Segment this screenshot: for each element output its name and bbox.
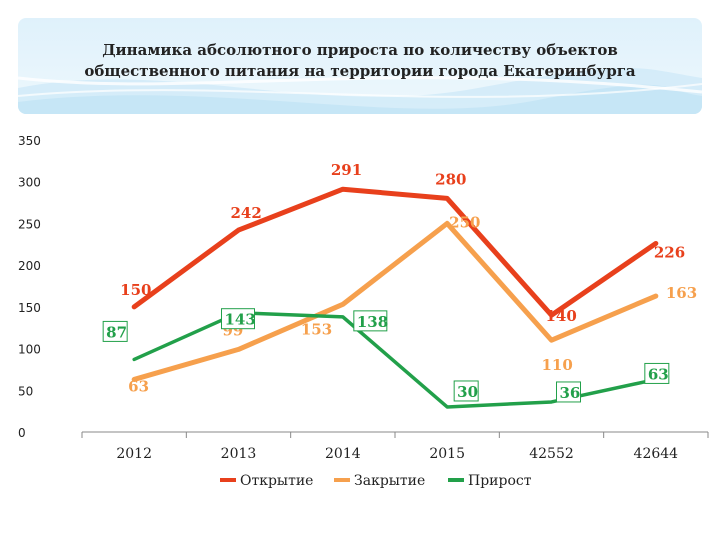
data-label: 110 <box>542 356 573 374</box>
data-label-box <box>221 308 255 330</box>
legend-label: Прирост <box>468 473 532 489</box>
data-label: 280 <box>435 170 466 188</box>
legend: Открытие Закрытие Прирост <box>220 473 532 489</box>
y-tick-label: 200 <box>18 259 41 273</box>
data-label: 63 <box>128 377 149 395</box>
y-tick-label: 350 <box>18 134 41 148</box>
x-tick-label: 2013 <box>221 446 257 462</box>
legend-label: Закрытие <box>354 473 425 489</box>
chart-axes: 0 50 100 150 200 250 300 350 2012 2013 2014 2015 425… <box>18 134 709 462</box>
x-tick-label: 2012 <box>116 446 152 462</box>
chart-title-line-2: общественного питания на территории горо… <box>84 62 636 80</box>
data-label: 63 <box>648 365 669 383</box>
chart-title: Динамика абсолютного прироста по количес… <box>18 40 702 82</box>
x-tick-label: 42552 <box>529 446 574 462</box>
title-banner <box>18 18 702 114</box>
data-label-box <box>644 362 670 384</box>
y-tick-label: 100 <box>18 343 41 357</box>
data-label: 143 <box>225 311 256 329</box>
data-label-box <box>556 381 581 403</box>
chart-title-line-1: Динамика абсолютного прироста по количес… <box>102 41 618 59</box>
data-label: 250 <box>449 213 480 231</box>
data-label: 30 <box>457 383 478 401</box>
series-lines <box>131 186 659 409</box>
banner-background <box>18 18 702 114</box>
legend-label: Открытие <box>240 473 313 489</box>
data-label: 140 <box>546 307 577 325</box>
data-label: 153 <box>301 320 332 338</box>
data-label: 138 <box>357 313 388 331</box>
data-label: 291 <box>331 161 362 179</box>
data-label: 150 <box>120 281 151 299</box>
data-label: 226 <box>654 243 685 261</box>
x-tick-label: 42644 <box>634 446 679 462</box>
data-label: 163 <box>666 284 697 302</box>
y-tick-label: 300 <box>18 176 41 190</box>
data-label: 242 <box>231 204 262 222</box>
data-label-box <box>102 320 128 342</box>
series-line-1 <box>131 186 659 318</box>
series-line-2 <box>131 220 659 382</box>
data-label: 36 <box>560 384 581 402</box>
y-tick-label: 150 <box>18 301 41 315</box>
x-tick-label: 2014 <box>325 446 361 462</box>
data-label-box <box>453 380 479 402</box>
y-tick-label: 50 <box>18 384 33 398</box>
data-label-box <box>353 310 388 332</box>
data-label: 87 <box>106 323 127 341</box>
x-tick-label: 2015 <box>429 446 465 462</box>
y-tick-label: 0 <box>18 426 26 440</box>
y-tick-label: 250 <box>18 217 41 231</box>
